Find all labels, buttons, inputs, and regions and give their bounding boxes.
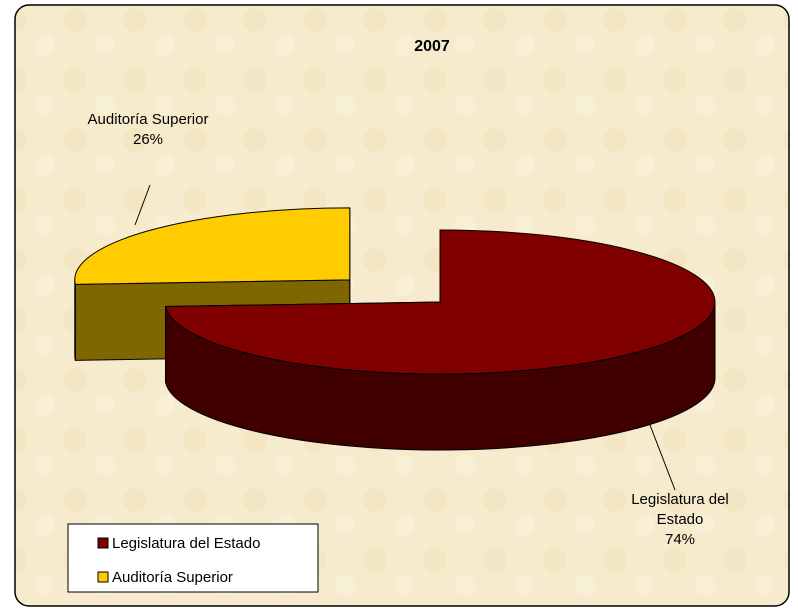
label-category: Auditoría Superior [87, 111, 209, 128]
leader-line [134, 184, 151, 226]
legend-label: Legislatura del Estado [112, 535, 260, 552]
legend-label: Auditoría Superior [112, 569, 233, 586]
data-label-text: Legislatura del Estado 74% [610, 490, 750, 550]
slice-top [164, 229, 716, 375]
label-value: 74% [664, 531, 696, 548]
data-label: Auditoría Superior 26% [78, 110, 218, 150]
label-category: Legislatura del Estado [631, 491, 729, 528]
chart-title: 2007 [414, 38, 450, 55]
legend-swatch [97, 571, 109, 583]
leader-line [649, 424, 676, 491]
pie [74, 207, 716, 451]
label-value: 26% [132, 131, 164, 148]
data-label-text: Auditoría Superior 26% [78, 110, 218, 150]
slice [164, 229, 716, 451]
legend-swatch [97, 537, 109, 549]
slice-side [74, 279, 76, 361]
slice-top [74, 207, 351, 285]
legend [67, 523, 319, 593]
data-label: Legislatura del Estado 74% [610, 490, 750, 550]
